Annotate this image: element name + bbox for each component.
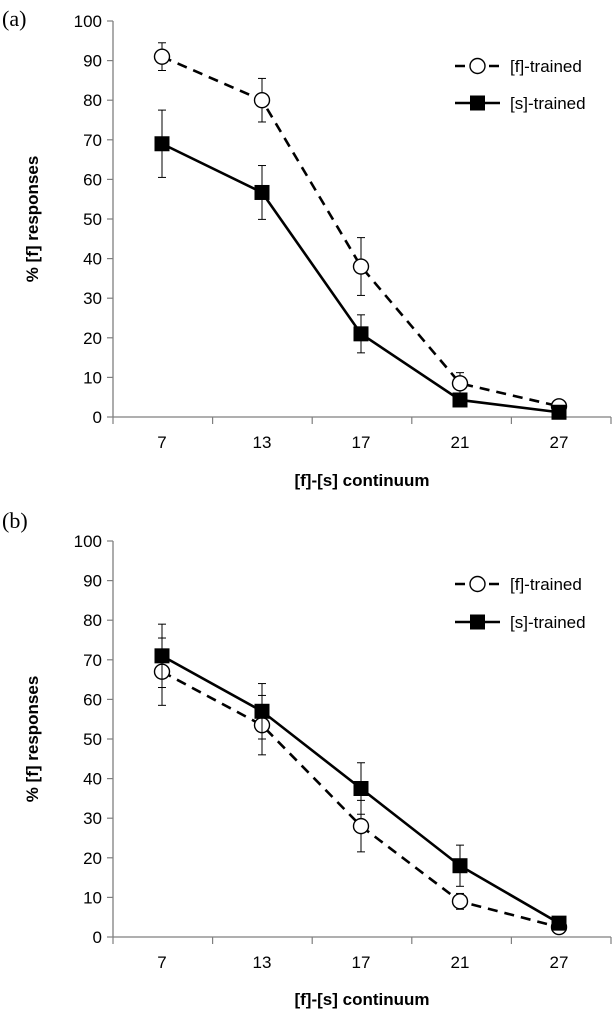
x-axis-title: [f]-[s] continuum <box>294 990 429 1009</box>
series-s-trained <box>154 623 567 931</box>
legend-label: [f]-trained <box>510 575 582 594</box>
data-point <box>254 703 270 719</box>
x-tick-label: 27 <box>550 953 569 972</box>
y-tick-label: 20 <box>83 849 102 868</box>
y-tick-label: 10 <box>83 888 102 907</box>
data-point <box>253 91 271 109</box>
chart-panel-b: (b) 0 10 20 30 40 50 60 70 80 90 100 7 13 17 21 27 [f]-[s… <box>2 508 612 1009</box>
y-tick-label: 100 <box>74 532 102 551</box>
y-tick-label: 100 <box>74 12 102 31</box>
y-tick-label: 60 <box>83 690 102 709</box>
y-tick-label: 20 <box>83 329 102 348</box>
data-point <box>551 404 567 420</box>
series-f-trained <box>153 42 568 415</box>
y-tick-label: 70 <box>83 651 102 670</box>
x-tick-label: 21 <box>451 433 470 452</box>
data-point <box>551 915 567 931</box>
chart-panel-a: (a) 0 10 20 30 40 50 60 70 80 90 100 7 13 17 21 27 [f]-[s… <box>2 6 612 490</box>
legend: [f]-trained [s]-trained <box>455 57 586 113</box>
data-point <box>352 258 370 275</box>
panel-label: (a) <box>2 6 26 31</box>
legend-label: [f]-trained <box>510 57 582 76</box>
data-point <box>153 48 171 65</box>
x-tick-label: 7 <box>157 433 166 452</box>
data-point <box>451 893 469 910</box>
legend-marker <box>470 95 485 111</box>
x-tick-label: 13 <box>253 953 272 972</box>
y-tick-label: 50 <box>83 210 102 229</box>
y-tick-label: 30 <box>83 809 102 828</box>
x-tick-label: 21 <box>451 953 470 972</box>
y-tick-label: 30 <box>83 289 102 308</box>
x-tick-label: 17 <box>352 433 371 452</box>
y-tick-label: 10 <box>83 368 102 387</box>
y-tick-label: 90 <box>83 572 102 591</box>
y-tick-label: 40 <box>83 770 102 789</box>
x-tick-label: 13 <box>253 433 272 452</box>
x-axis-title: [f]-[s] continuum <box>294 471 429 490</box>
series-line <box>161 55 560 408</box>
x-tick-label: 27 <box>550 433 569 452</box>
y-tick-label: 70 <box>83 131 102 150</box>
data-point <box>452 858 468 874</box>
data-point <box>353 326 369 342</box>
legend-marker <box>470 614 485 630</box>
x-tick-label: 7 <box>157 953 166 972</box>
y-tick-label: 80 <box>83 91 102 110</box>
series-line <box>161 670 560 929</box>
y-tick-label: 90 <box>83 52 102 71</box>
y-tick-label: 0 <box>93 408 102 427</box>
data-point <box>154 648 170 664</box>
y-tick-label: 40 <box>83 250 102 269</box>
legend-marker <box>469 57 486 75</box>
series-s-trained <box>154 109 567 420</box>
x-tick-label: 17 <box>352 953 371 972</box>
panel-label: (b) <box>2 508 28 533</box>
legend-label: [s]-trained <box>510 94 586 113</box>
legend-label: [s]-trained <box>510 613 586 632</box>
y-tick-label: 60 <box>83 170 102 189</box>
y-tick-label: 0 <box>93 928 102 947</box>
data-point <box>451 375 469 392</box>
data-point <box>452 392 468 408</box>
y-tick-label: 50 <box>83 730 102 749</box>
legend-marker <box>469 575 486 593</box>
y-tick-label: 80 <box>83 611 102 630</box>
y-axis-title: % [f] responses <box>23 676 42 803</box>
data-point <box>254 184 270 200</box>
data-point <box>353 781 369 796</box>
data-point <box>154 136 170 152</box>
legend: [f]-trained [s]-trained <box>455 575 586 632</box>
y-axis-title: % [f] responses <box>23 156 42 283</box>
data-point <box>352 817 370 835</box>
